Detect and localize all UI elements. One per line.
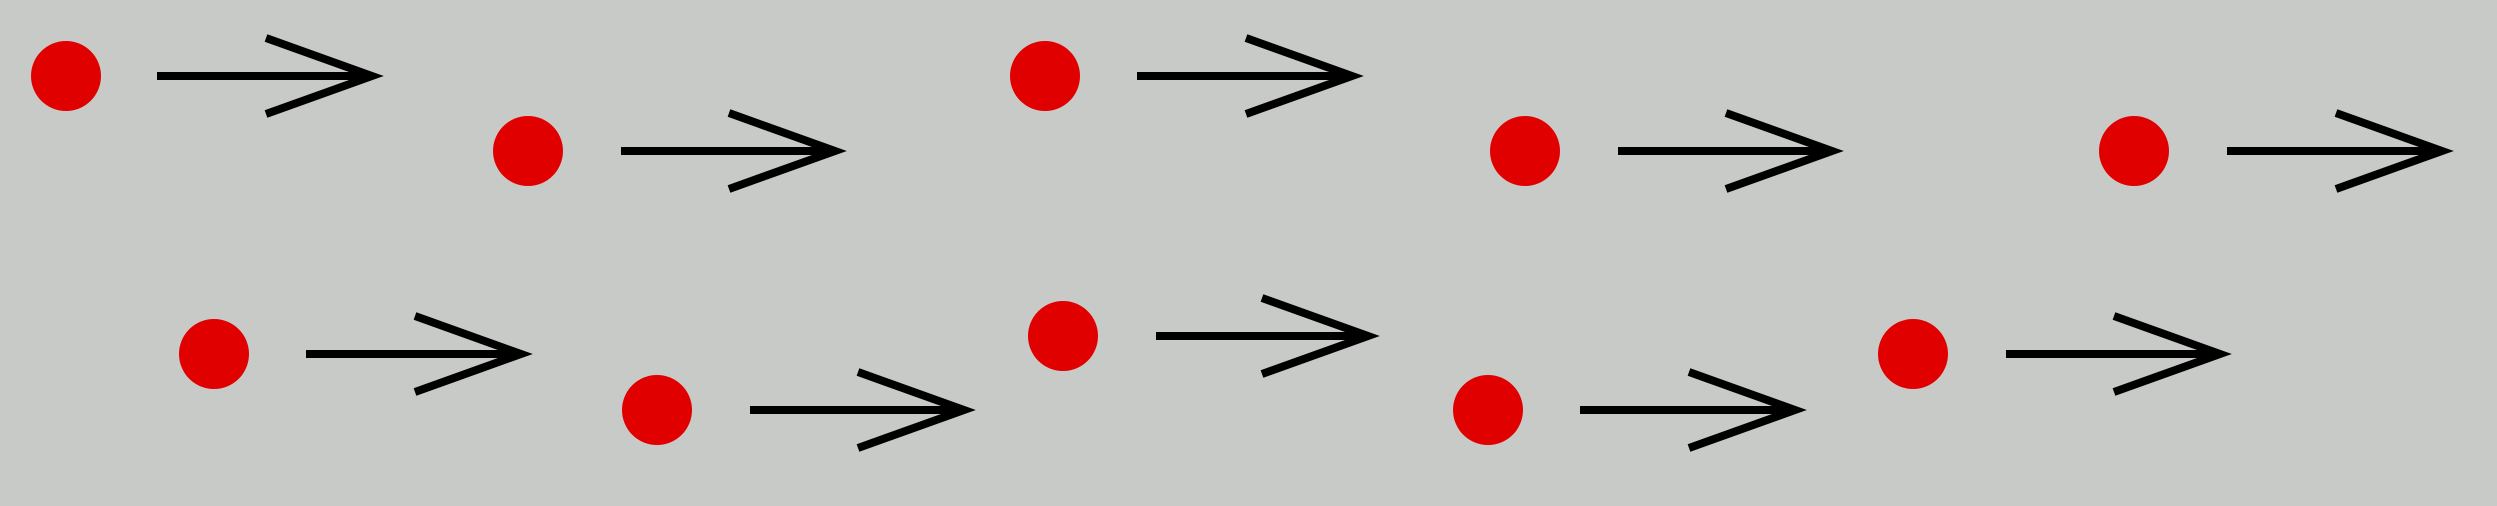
dot-arrow-pair xyxy=(2099,109,2454,193)
arrow-head xyxy=(856,368,976,452)
right-arrow-icon xyxy=(621,109,847,193)
red-dot xyxy=(179,319,249,389)
red-dot xyxy=(493,116,563,186)
red-dot xyxy=(1878,319,1948,389)
arrow-head xyxy=(1724,109,1844,193)
dot-arrow-pair xyxy=(493,109,847,193)
right-arrow-icon xyxy=(1618,109,1844,193)
red-dot xyxy=(2099,116,2169,186)
arrow-head xyxy=(413,312,533,396)
arrow-head xyxy=(2112,312,2232,396)
right-arrow-icon xyxy=(1137,34,1364,118)
dot-arrow-pair xyxy=(179,312,533,396)
dot-arrow-pair xyxy=(1028,294,1380,378)
right-arrow-icon xyxy=(157,34,384,118)
dot-arrow-pair xyxy=(1453,368,1807,452)
right-arrow-icon xyxy=(2006,312,2232,396)
dot-arrow-pair xyxy=(1878,312,2232,396)
dot-arrow-pair xyxy=(1010,34,1364,118)
arrow-head xyxy=(727,109,847,193)
dot-arrow-pair xyxy=(1490,109,1844,193)
dot-arrow-pair xyxy=(622,368,976,452)
red-dot xyxy=(622,375,692,445)
arrow-head xyxy=(2334,109,2454,193)
right-arrow-icon xyxy=(1580,368,1807,452)
right-arrow-icon xyxy=(306,312,533,396)
arrow-head xyxy=(1687,368,1807,452)
dot-arrow-pair xyxy=(31,34,384,118)
red-dot xyxy=(1010,41,1080,111)
red-dot xyxy=(31,41,101,111)
right-arrow-icon xyxy=(1156,294,1380,378)
dot-arrow-items xyxy=(31,34,2454,452)
red-dot xyxy=(1490,116,1560,186)
arrow-head xyxy=(1260,294,1380,378)
arrow-head xyxy=(264,34,384,118)
right-arrow-icon xyxy=(2227,109,2454,193)
arrow-head xyxy=(1244,34,1364,118)
right-arrow-icon xyxy=(750,368,976,452)
red-dot xyxy=(1453,375,1523,445)
red-dot xyxy=(1028,301,1098,371)
